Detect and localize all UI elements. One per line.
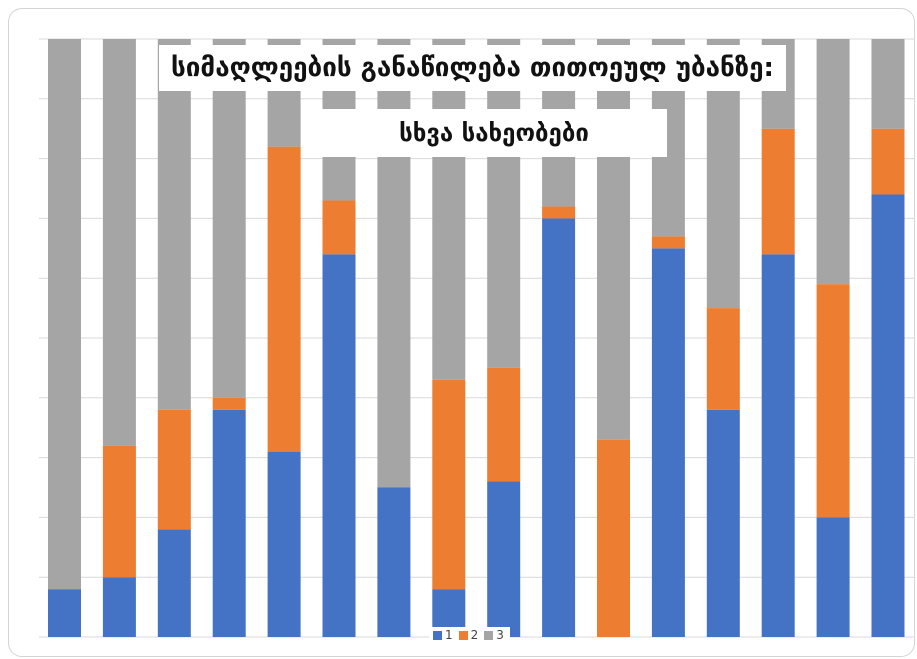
chart-frame: სიმაღლეების განაწილება თითოეულ უბანზე: ს… xyxy=(8,8,915,657)
bar-segment-1-series-1 xyxy=(48,589,81,637)
bar-segment-1-series-3 xyxy=(48,39,81,590)
legend: 1 2 3 xyxy=(429,627,510,643)
bar-segment-4-series-3 xyxy=(212,39,246,398)
bar-segment-3-series-3 xyxy=(157,39,191,410)
legend-swatch-3 xyxy=(484,630,494,640)
bar-segment-6-series-2 xyxy=(322,200,356,255)
bar-segment-10-series-1 xyxy=(542,218,576,637)
bar-segment-13-series-2 xyxy=(706,308,740,410)
bar-segment-12-series-2 xyxy=(651,236,685,249)
bar-segment-10-series-2 xyxy=(542,206,576,219)
legend-item-1: 1 xyxy=(433,628,453,642)
bar-segment-15-series-1 xyxy=(816,517,850,637)
chart-title: სიმაღლეების განაწილება თითოეულ უბანზე: xyxy=(159,45,786,91)
bar-segment-2-series-2 xyxy=(102,445,136,578)
bar-segment-12-series-1 xyxy=(651,248,685,638)
legend-item-2: 2 xyxy=(458,628,479,642)
bar-segment-11-series-2 xyxy=(597,439,630,637)
bar-segment-3-series-2 xyxy=(157,409,191,530)
bar-segment-7-series-1 xyxy=(377,487,411,637)
bar-segment-9-series-1 xyxy=(487,481,521,637)
bar-segment-8-series-2 xyxy=(432,379,466,590)
bar-segment-13-series-1 xyxy=(706,409,740,637)
bar-segment-6-series-1 xyxy=(322,254,356,637)
bar-segment-15-series-2 xyxy=(816,284,850,518)
bar-segment-16-series-1 xyxy=(871,194,905,638)
bar-segment-16-series-2 xyxy=(871,128,905,195)
legend-item-3: 3 xyxy=(484,628,504,642)
legend-label-2: 2 xyxy=(470,628,479,642)
legend-swatch-1 xyxy=(433,630,442,640)
chart-subtitle: სხვა სახეობები xyxy=(321,109,667,157)
bar-segment-16-series-3 xyxy=(871,39,905,129)
bar-segment-9-series-2 xyxy=(487,367,521,482)
bar-segment-4-series-2 xyxy=(212,397,246,410)
bar-segment-8-series-3 xyxy=(432,39,466,380)
legend-swatch-2 xyxy=(458,630,468,640)
legend-label-3: 3 xyxy=(496,628,504,642)
bar-segment-14-series-1 xyxy=(761,254,795,637)
stacked-bar-chart xyxy=(39,38,914,638)
bar-segment-5-series-1 xyxy=(267,451,301,637)
bar-segment-9-series-3 xyxy=(487,39,521,368)
bar-segment-11-series-3 xyxy=(597,39,630,440)
bar-segment-2-series-1 xyxy=(102,577,136,637)
bar-segment-2-series-3 xyxy=(102,39,136,446)
bar-segment-3-series-1 xyxy=(157,529,191,637)
bar-segment-14-series-2 xyxy=(761,128,795,255)
bar-segment-4-series-1 xyxy=(212,409,246,637)
bar-segment-5-series-2 xyxy=(267,146,301,452)
bar-segment-15-series-3 xyxy=(816,39,850,285)
bar-segment-7-series-3 xyxy=(377,39,411,488)
legend-label-1: 1 xyxy=(445,628,453,642)
